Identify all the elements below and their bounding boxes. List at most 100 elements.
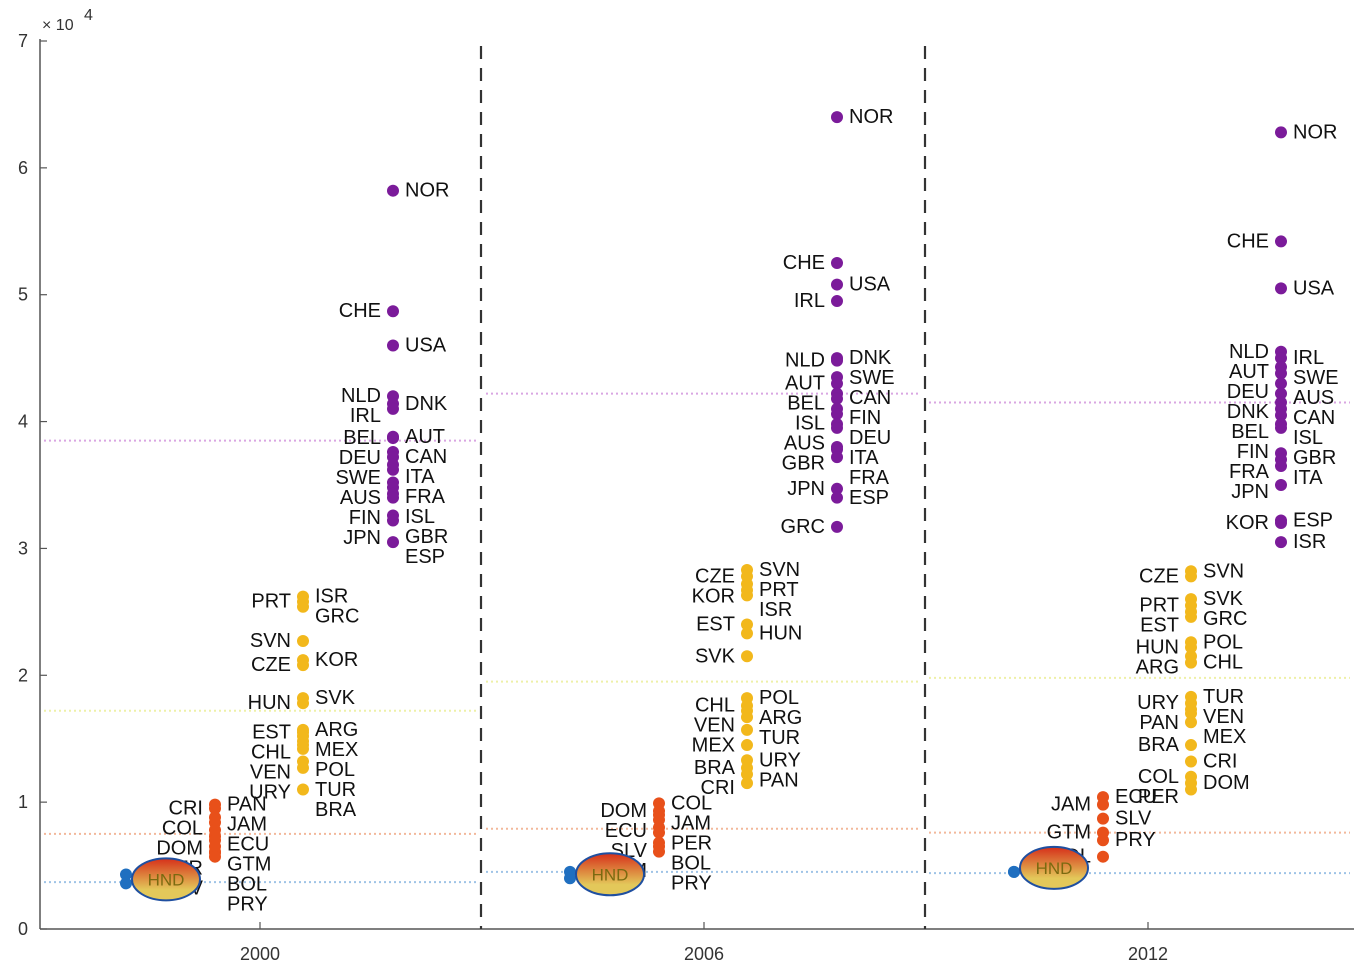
country-label: CRI <box>169 797 203 819</box>
data-point <box>831 111 843 124</box>
country-label: BRA <box>694 757 736 779</box>
country-label: CAN <box>849 387 891 409</box>
data-point <box>1185 739 1197 752</box>
country-label: TUR <box>315 779 356 801</box>
country-label: GTM <box>227 854 271 876</box>
country-label: PER <box>1138 786 1179 808</box>
country-label: MEX <box>315 739 358 761</box>
country-label: ARG <box>759 707 802 729</box>
country-label: CZE <box>695 565 735 587</box>
country-label: SVN <box>1203 560 1244 582</box>
data-point <box>831 520 843 533</box>
data-point <box>831 407 843 420</box>
data-point <box>297 783 309 796</box>
data-point <box>1275 235 1287 248</box>
data-point <box>1275 367 1287 380</box>
country-label: DEU <box>339 447 381 469</box>
country-label: VEN <box>1203 706 1244 728</box>
country-label: KOR <box>692 585 735 607</box>
data-point <box>1275 409 1287 422</box>
country-label: POL <box>315 759 355 781</box>
country-label: EST <box>252 721 291 743</box>
country-label: PAN <box>1139 712 1179 734</box>
country-label: GBR <box>1293 447 1336 469</box>
data-point <box>1185 570 1197 583</box>
highlight-ellipse <box>131 857 201 902</box>
country-label: VEN <box>694 715 735 737</box>
country-label: POL <box>1203 631 1243 653</box>
country-label: FIN <box>349 507 381 529</box>
data-point <box>831 295 843 308</box>
data-point <box>1275 536 1287 549</box>
data-point <box>387 402 399 415</box>
data-point <box>1097 850 1109 863</box>
country-label: CHE <box>783 252 825 274</box>
country-label: ECU <box>227 834 269 856</box>
country-label: KOR <box>315 649 358 671</box>
country-label: BEL <box>1231 421 1269 443</box>
data-point <box>1185 716 1197 729</box>
country-label: BRA <box>315 799 357 821</box>
country-label: FRA <box>1229 461 1270 483</box>
data-point <box>1275 387 1287 400</box>
highlight-ellipse <box>1019 845 1089 890</box>
country-label: FIN <box>849 407 881 429</box>
country-label: CHE <box>339 300 381 322</box>
country-label: FIN <box>1237 441 1269 463</box>
country-label: JAM <box>227 814 267 836</box>
data-point <box>831 278 843 291</box>
x-tick-label: 2006 <box>684 944 724 964</box>
country-label: BRA <box>1138 734 1180 756</box>
data-point <box>1275 459 1287 472</box>
data-point <box>297 761 309 774</box>
country-label: PAN <box>759 769 799 791</box>
country-label: FRA <box>849 467 890 489</box>
data-point <box>831 354 843 367</box>
country-label: EST <box>1140 615 1179 637</box>
country-label: ISR <box>759 599 792 621</box>
country-label: PRY <box>671 872 712 894</box>
country-label: CRI <box>701 777 735 799</box>
country-label: NLD <box>785 350 825 372</box>
country-label: GRC <box>315 606 359 628</box>
country-label: SVK <box>315 687 356 709</box>
country-label: CZE <box>1139 565 1179 587</box>
country-label: FRA <box>405 486 446 508</box>
country-label: DNK <box>1227 401 1270 423</box>
data-point <box>387 491 399 504</box>
data-point <box>741 739 753 752</box>
data-point <box>831 257 843 269</box>
data-point <box>1275 352 1287 365</box>
country-label: PRY <box>1115 829 1156 851</box>
country-label: CZE <box>251 654 291 676</box>
axes: 0 1 2 3 4 5 6 7 × 10 4 2000 2006 2012 <box>18 7 1354 964</box>
data-point <box>741 777 753 790</box>
country-label: NLD <box>1229 341 1269 363</box>
x-tick-label: 2012 <box>1128 944 1168 964</box>
country-label: NLD <box>341 385 381 407</box>
country-label: ARG <box>315 719 358 741</box>
data-point <box>1185 641 1197 654</box>
country-label: IRL <box>350 405 381 427</box>
highlight-markers: HND HND HND <box>131 845 1089 902</box>
country-label: PAN <box>227 794 267 816</box>
data-point <box>831 491 843 504</box>
data-point <box>1008 865 1020 878</box>
country-label: ECU <box>1115 786 1157 808</box>
country-label: USA <box>405 334 447 356</box>
data-point <box>297 742 309 755</box>
data-point <box>1185 610 1197 623</box>
country-label: JPN <box>1231 481 1269 503</box>
country-label: DEU <box>1227 381 1269 403</box>
country-label: JPN <box>787 478 825 500</box>
country-label: GBR <box>405 526 448 548</box>
country-label: MEX <box>1203 726 1246 748</box>
data-point <box>1097 834 1109 847</box>
country-label: SLV <box>1115 808 1152 830</box>
y-tick-label: 5 <box>18 285 28 305</box>
data-point <box>831 392 843 405</box>
country-label: NOR <box>849 106 893 128</box>
country-label: AUS <box>1293 387 1334 409</box>
country-label: BEL <box>787 393 825 415</box>
